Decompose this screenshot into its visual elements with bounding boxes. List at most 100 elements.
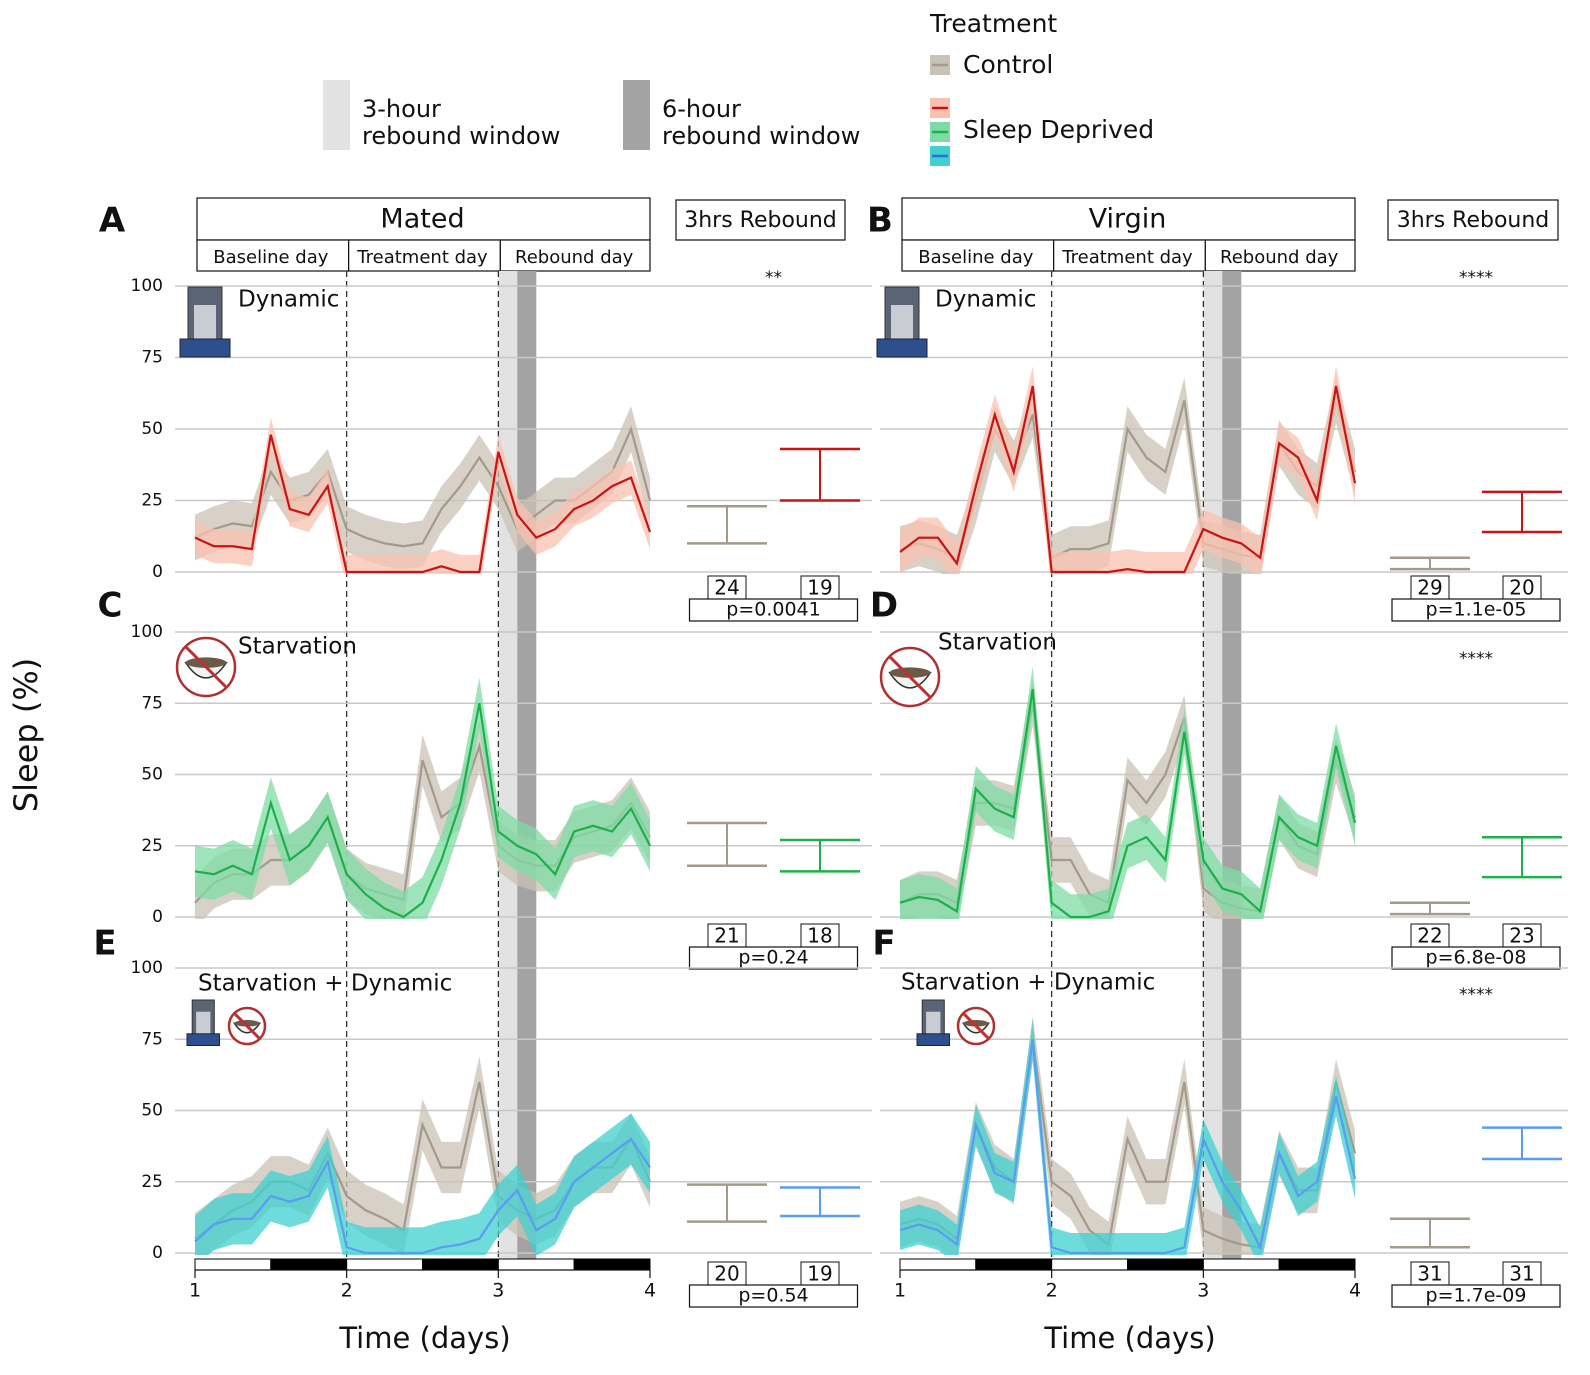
significance: ** <box>765 268 782 288</box>
window-label: rebound window <box>662 122 860 150</box>
icon <box>180 339 230 357</box>
n-label: 24 <box>714 576 739 600</box>
header-title: Virgin <box>1089 204 1167 235</box>
side-header: 3hrs Rebound <box>1397 208 1550 233</box>
panel-letter: A <box>99 201 126 241</box>
light-dark-bar <box>900 1259 976 1270</box>
x-tick-label: 4 <box>644 1280 656 1302</box>
day-label: Baseline day <box>918 247 1033 268</box>
p-value: p=0.0041 <box>726 599 820 621</box>
light-dark-bar <box>574 1259 650 1270</box>
condition-label: Starvation + Dynamic <box>901 970 1155 996</box>
n-label: 18 <box>807 924 832 948</box>
legend-title: Treatment <box>929 9 1057 38</box>
day-label: Rebound day <box>515 247 634 268</box>
light-dark-bar <box>423 1259 499 1270</box>
y-tick-label: 100 <box>131 958 163 978</box>
series-line <box>900 1039 1355 1247</box>
x-tick-label: 3 <box>1197 1280 1209 1302</box>
y-tick-label: 50 <box>141 765 163 785</box>
y-axis-label: Sleep (%) <box>7 658 45 812</box>
header-title: Mated <box>380 204 464 235</box>
window-label: 6-hour <box>662 95 741 123</box>
y-tick-label: 75 <box>141 348 163 368</box>
rebound-window <box>517 271 536 1264</box>
n-label: 22 <box>1417 924 1442 948</box>
x-tick-label: 2 <box>341 1280 353 1302</box>
condition-label: Dynamic <box>935 287 1036 313</box>
x-axis-label: Time (days) <box>338 1321 510 1355</box>
light-dark-bar <box>1203 1259 1279 1270</box>
panel-letter: C <box>98 586 123 626</box>
icon <box>926 1012 940 1035</box>
x-tick-label: 2 <box>1046 1280 1058 1302</box>
condition-label: Starvation <box>938 630 1057 656</box>
light-dark-bar <box>1279 1259 1355 1270</box>
light-dark-bar <box>498 1259 574 1270</box>
n-label: 31 <box>1417 1262 1442 1286</box>
light-dark-bar <box>1052 1259 1128 1270</box>
icon <box>917 1034 950 1046</box>
n-label: 20 <box>1509 576 1534 600</box>
icon <box>187 1034 220 1046</box>
condition-label: Starvation + Dynamic <box>198 971 452 997</box>
panel-letter: B <box>867 201 893 241</box>
y-tick-label: 0 <box>152 562 163 582</box>
icon <box>877 339 927 357</box>
x-tick-label: 4 <box>1349 1280 1361 1302</box>
y-tick-label: 100 <box>131 276 163 296</box>
p-value: p=0.54 <box>738 1285 808 1307</box>
y-tick-label: 0 <box>152 907 163 927</box>
legend-label: Control <box>963 50 1053 79</box>
p-value: p=6.8e-08 <box>1426 947 1527 969</box>
x-tick-label: 1 <box>189 1280 201 1302</box>
icon <box>196 1012 210 1035</box>
x-axis-label: Time (days) <box>1043 1321 1215 1355</box>
p-value: p=1.1e-05 <box>1426 599 1527 621</box>
y-tick-label: 75 <box>141 693 163 713</box>
panel-letter: D <box>870 586 898 626</box>
y-tick-label: 25 <box>141 836 163 856</box>
y-tick-label: 75 <box>141 1029 163 1049</box>
y-tick-label: 25 <box>141 1172 163 1192</box>
day-label: Baseline day <box>213 247 328 268</box>
condition-label: Dynamic <box>238 287 339 313</box>
day-label: Rebound day <box>1220 247 1339 268</box>
significance: **** <box>1459 268 1493 288</box>
x-tick-label: 1 <box>894 1280 906 1302</box>
y-tick-label: 50 <box>141 419 163 439</box>
side-header: 3hrs Rebound <box>684 208 837 233</box>
n-label: 29 <box>1417 576 1442 600</box>
y-tick-label: 100 <box>131 622 163 642</box>
n-label: 19 <box>807 576 832 600</box>
n-label: 19 <box>807 1262 832 1286</box>
y-tick-label: 0 <box>152 1243 163 1263</box>
panel-letter: E <box>93 924 116 964</box>
legend-label: Sleep Deprived <box>963 115 1154 144</box>
p-value: p=0.24 <box>738 947 808 969</box>
error-ribbon <box>900 366 1355 592</box>
day-label: Treatment day <box>356 247 488 268</box>
significance: **** <box>1459 985 1493 1005</box>
n-label: 31 <box>1509 1262 1534 1286</box>
window-swatch <box>623 80 650 150</box>
x-tick-label: 3 <box>492 1280 504 1302</box>
n-label: 23 <box>1509 924 1534 948</box>
light-dark-bar <box>976 1259 1052 1270</box>
n-label: 20 <box>714 1262 739 1286</box>
panel-letter: F <box>872 924 895 964</box>
y-tick-label: 50 <box>141 1101 163 1121</box>
condition-label: Starvation <box>238 634 357 660</box>
significance: **** <box>1459 649 1493 669</box>
icon <box>891 305 913 341</box>
rebound-window <box>1222 271 1241 1264</box>
light-dark-bar <box>1128 1259 1204 1270</box>
light-dark-bar <box>347 1259 423 1270</box>
light-dark-bar <box>271 1259 347 1270</box>
figure: Sleep (%) 3-hourrebound window6-hourrebo… <box>0 0 1590 1375</box>
y-tick-label: 25 <box>141 491 163 511</box>
light-dark-bar <box>195 1259 271 1270</box>
p-value: p=1.7e-09 <box>1426 1285 1527 1307</box>
n-label: 21 <box>714 924 739 948</box>
icon <box>194 305 216 341</box>
